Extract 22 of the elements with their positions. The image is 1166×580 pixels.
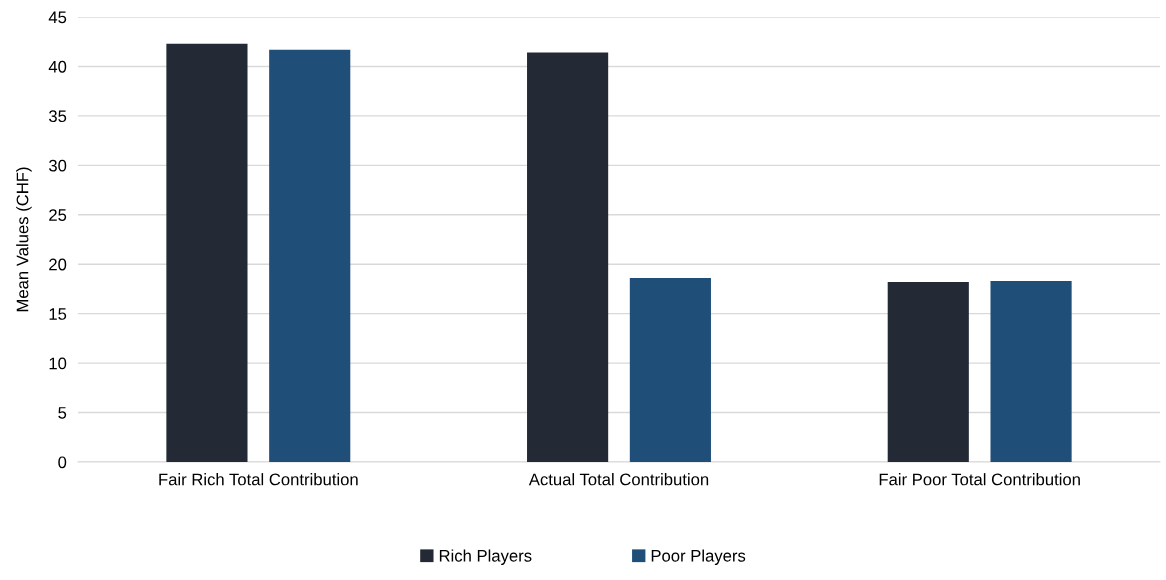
legend-label: Rich Players: [439, 549, 532, 565]
y-tick-label: 10: [49, 357, 67, 370]
y-tick-label: 0: [58, 456, 67, 469]
x-tick-label: Fair Poor Total Contribution: [879, 473, 1080, 486]
y-tick-label: 15: [49, 308, 67, 320]
y-tick-label: 45: [48, 11, 67, 24]
bar: [887, 282, 969, 462]
y-tick-label: 20: [49, 258, 67, 271]
bar: [166, 43, 248, 462]
y-tick-label: 5: [58, 407, 67, 419]
y-tick-label: 40: [48, 60, 67, 73]
y-tick-label: 35: [48, 110, 67, 123]
legend-label: Poor Players: [651, 549, 746, 565]
bar: [527, 52, 609, 462]
x-tick-label: Actual Total Contribution: [528, 473, 709, 486]
y-axis-title: Mean Values (CHF): [16, 167, 32, 312]
y-tick-label: 25: [49, 209, 67, 221]
y-tick-label: 30: [48, 159, 67, 172]
bar: [269, 49, 351, 462]
bar: [629, 278, 711, 462]
bar: [990, 281, 1072, 462]
x-tick-label: Fair Rich Total Contribution: [159, 473, 358, 486]
